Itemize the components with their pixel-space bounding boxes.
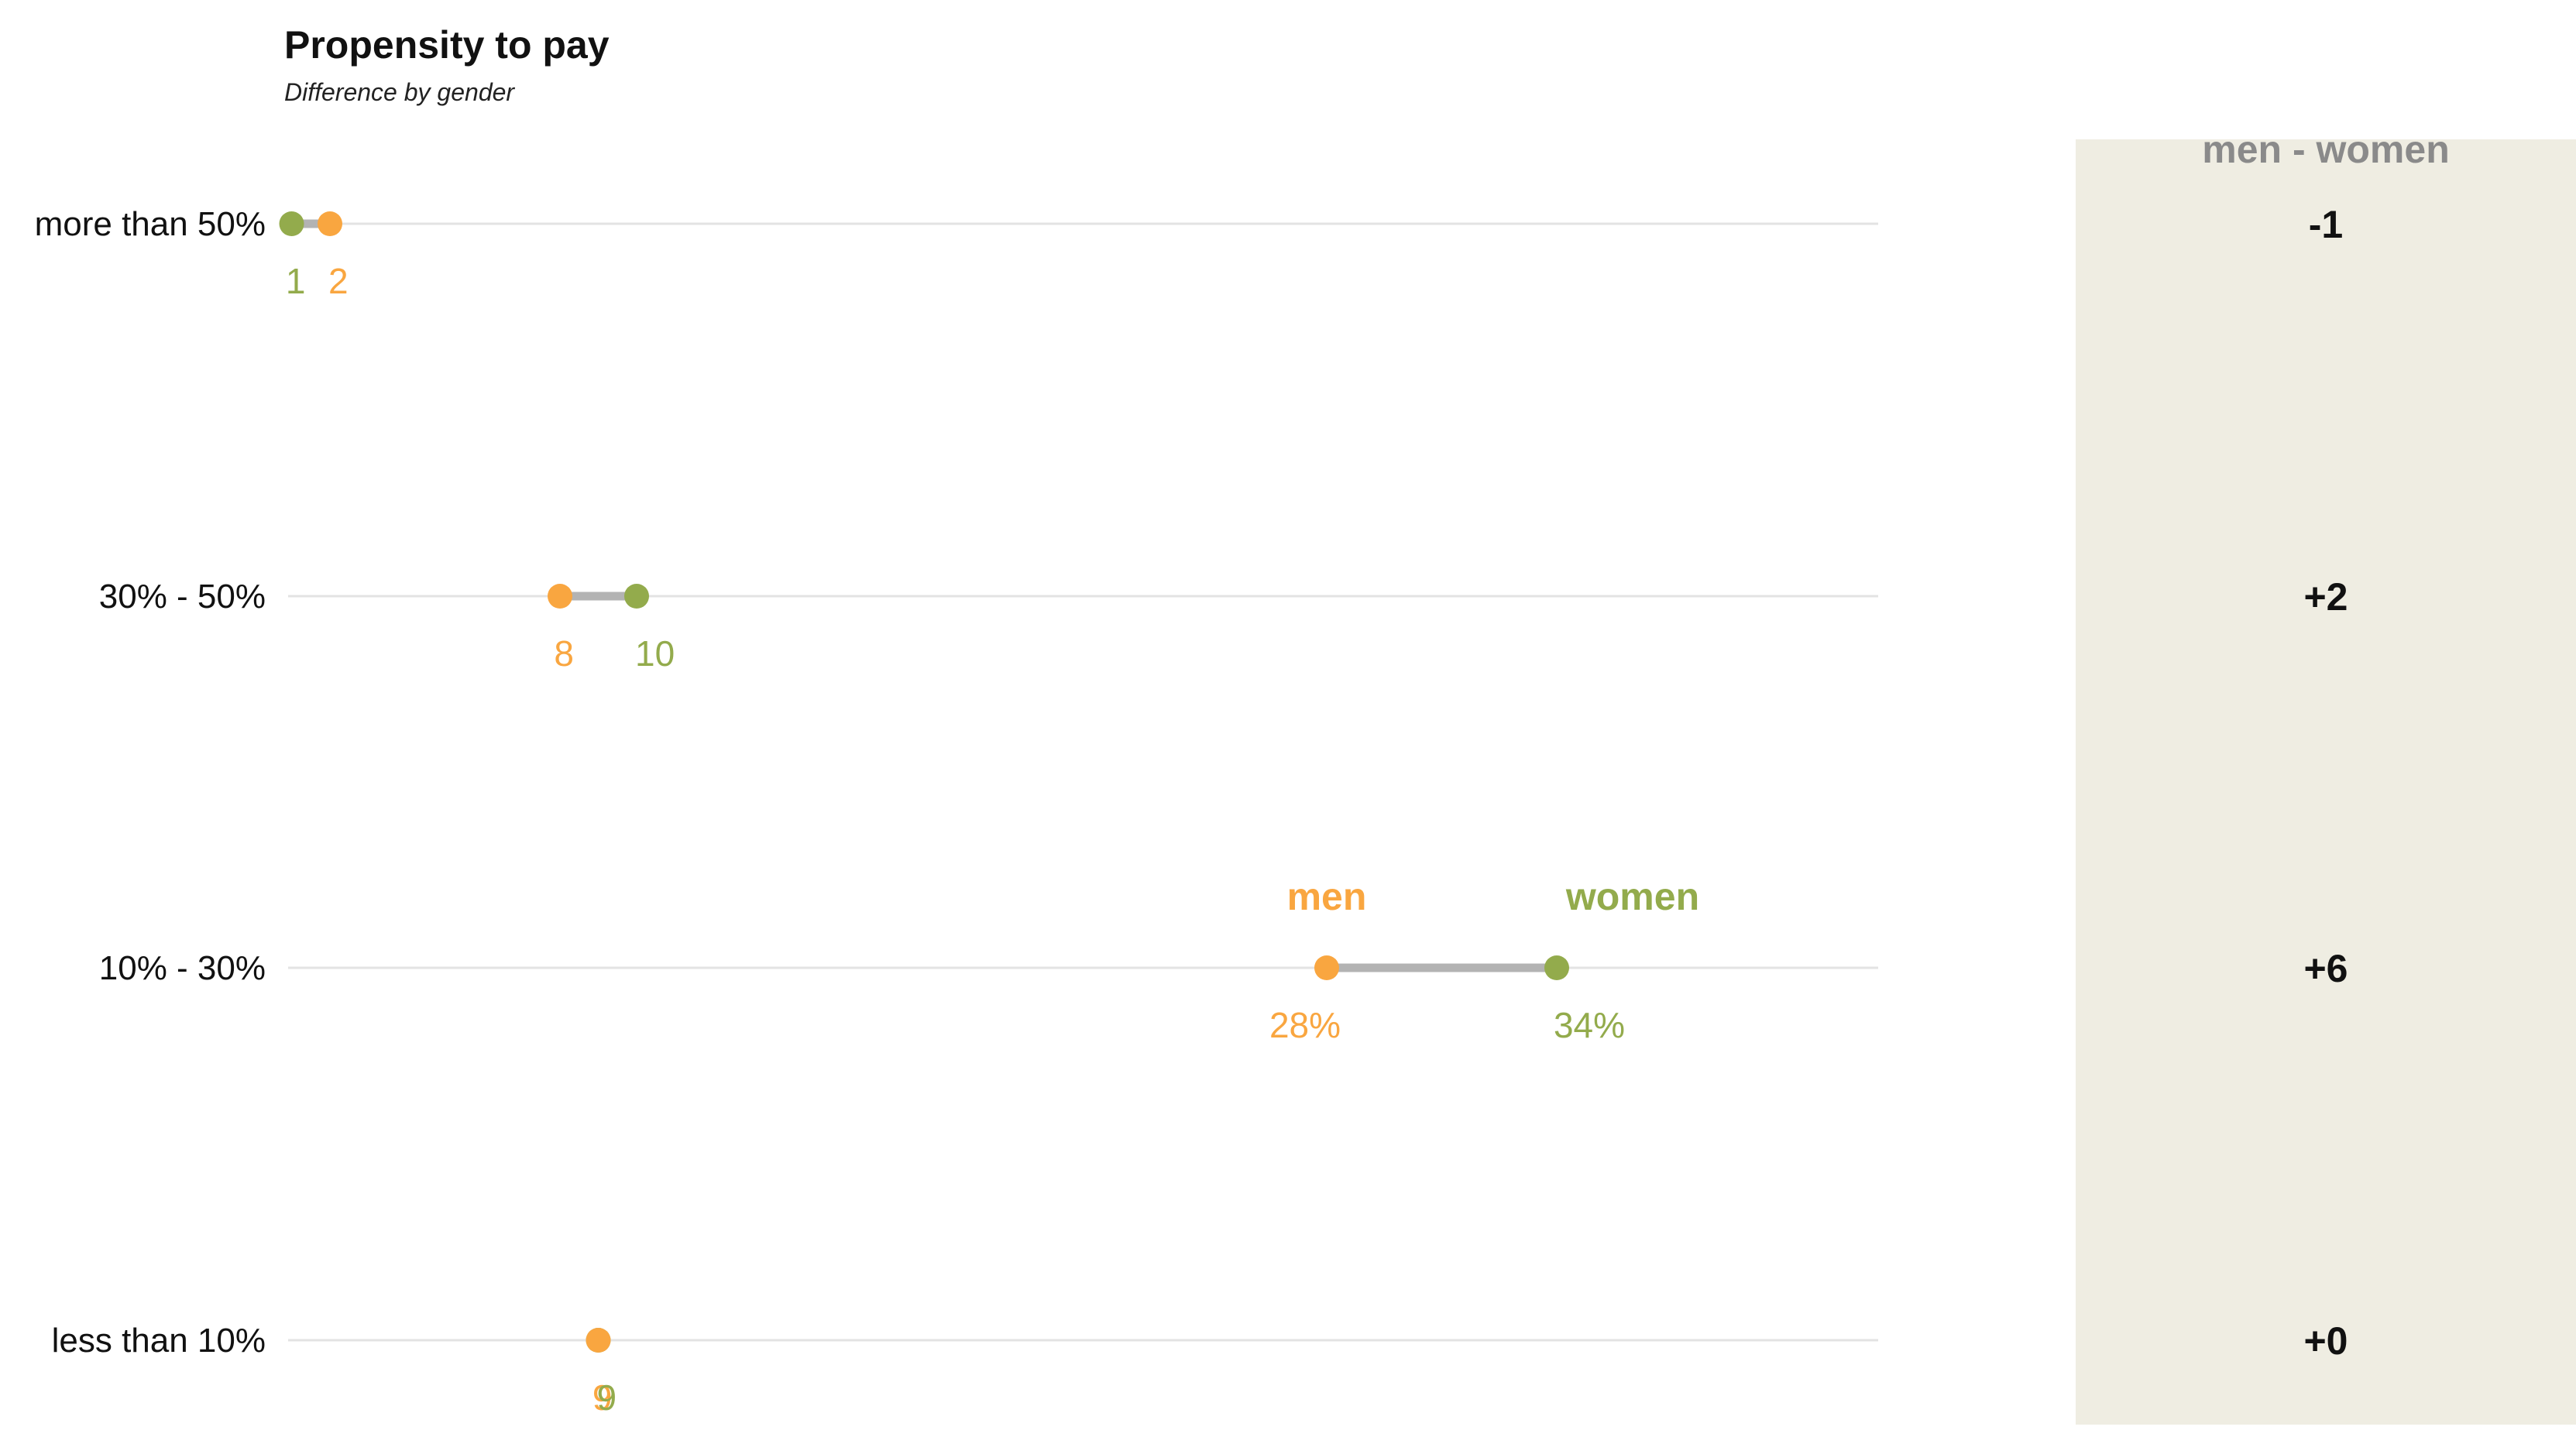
- legend-men-label: men: [1287, 875, 1367, 918]
- women-point: [1544, 955, 1569, 980]
- chart-title: Propensity to pay: [284, 23, 610, 67]
- men-point: [1314, 955, 1339, 980]
- women-point: [624, 584, 649, 609]
- difference-value: -1: [2309, 203, 2343, 246]
- men-value-label: 8: [554, 633, 574, 674]
- chart-subtitle: Difference by gender: [284, 78, 515, 106]
- category-label: 30% - 50%: [99, 578, 266, 616]
- women-value-label: 10: [635, 633, 675, 674]
- category-label: less than 10%: [52, 1322, 266, 1360]
- men-point: [548, 584, 572, 609]
- women-point: [279, 211, 304, 236]
- gridlines: [288, 222, 1878, 1342]
- men-value-label: 28%: [1269, 1005, 1341, 1045]
- men-value-label: 9: [592, 1377, 613, 1418]
- women-value-label: 9: [597, 1377, 617, 1418]
- value-labels: 21 8 10 28% 34% 99: [286, 261, 1625, 1418]
- legend-women-label: women: [1565, 875, 1699, 918]
- category-labels: more than 50% 30% - 50% 10% - 30% less than…: [35, 205, 266, 1360]
- men-point: [586, 1328, 611, 1353]
- connectors: [291, 219, 1557, 972]
- difference-value: +2: [2303, 575, 2348, 619]
- difference-value: +6: [2303, 947, 2348, 990]
- data-points: [279, 211, 1569, 1353]
- difference-value: +0: [2303, 1319, 2348, 1363]
- difference-panel: [2076, 139, 2576, 1425]
- category-label: 10% - 30%: [99, 949, 266, 987]
- women-value-label: 1: [286, 261, 306, 301]
- legend: men women: [1287, 875, 1700, 918]
- men-value-label: 2: [328, 261, 349, 301]
- category-label: more than 50%: [35, 205, 266, 243]
- difference-values: -1 +2 +6 +0: [2303, 203, 2348, 1363]
- women-value-label: 34%: [1554, 1005, 1625, 1045]
- men-point: [318, 211, 342, 236]
- difference-header: men - women: [2202, 128, 2449, 171]
